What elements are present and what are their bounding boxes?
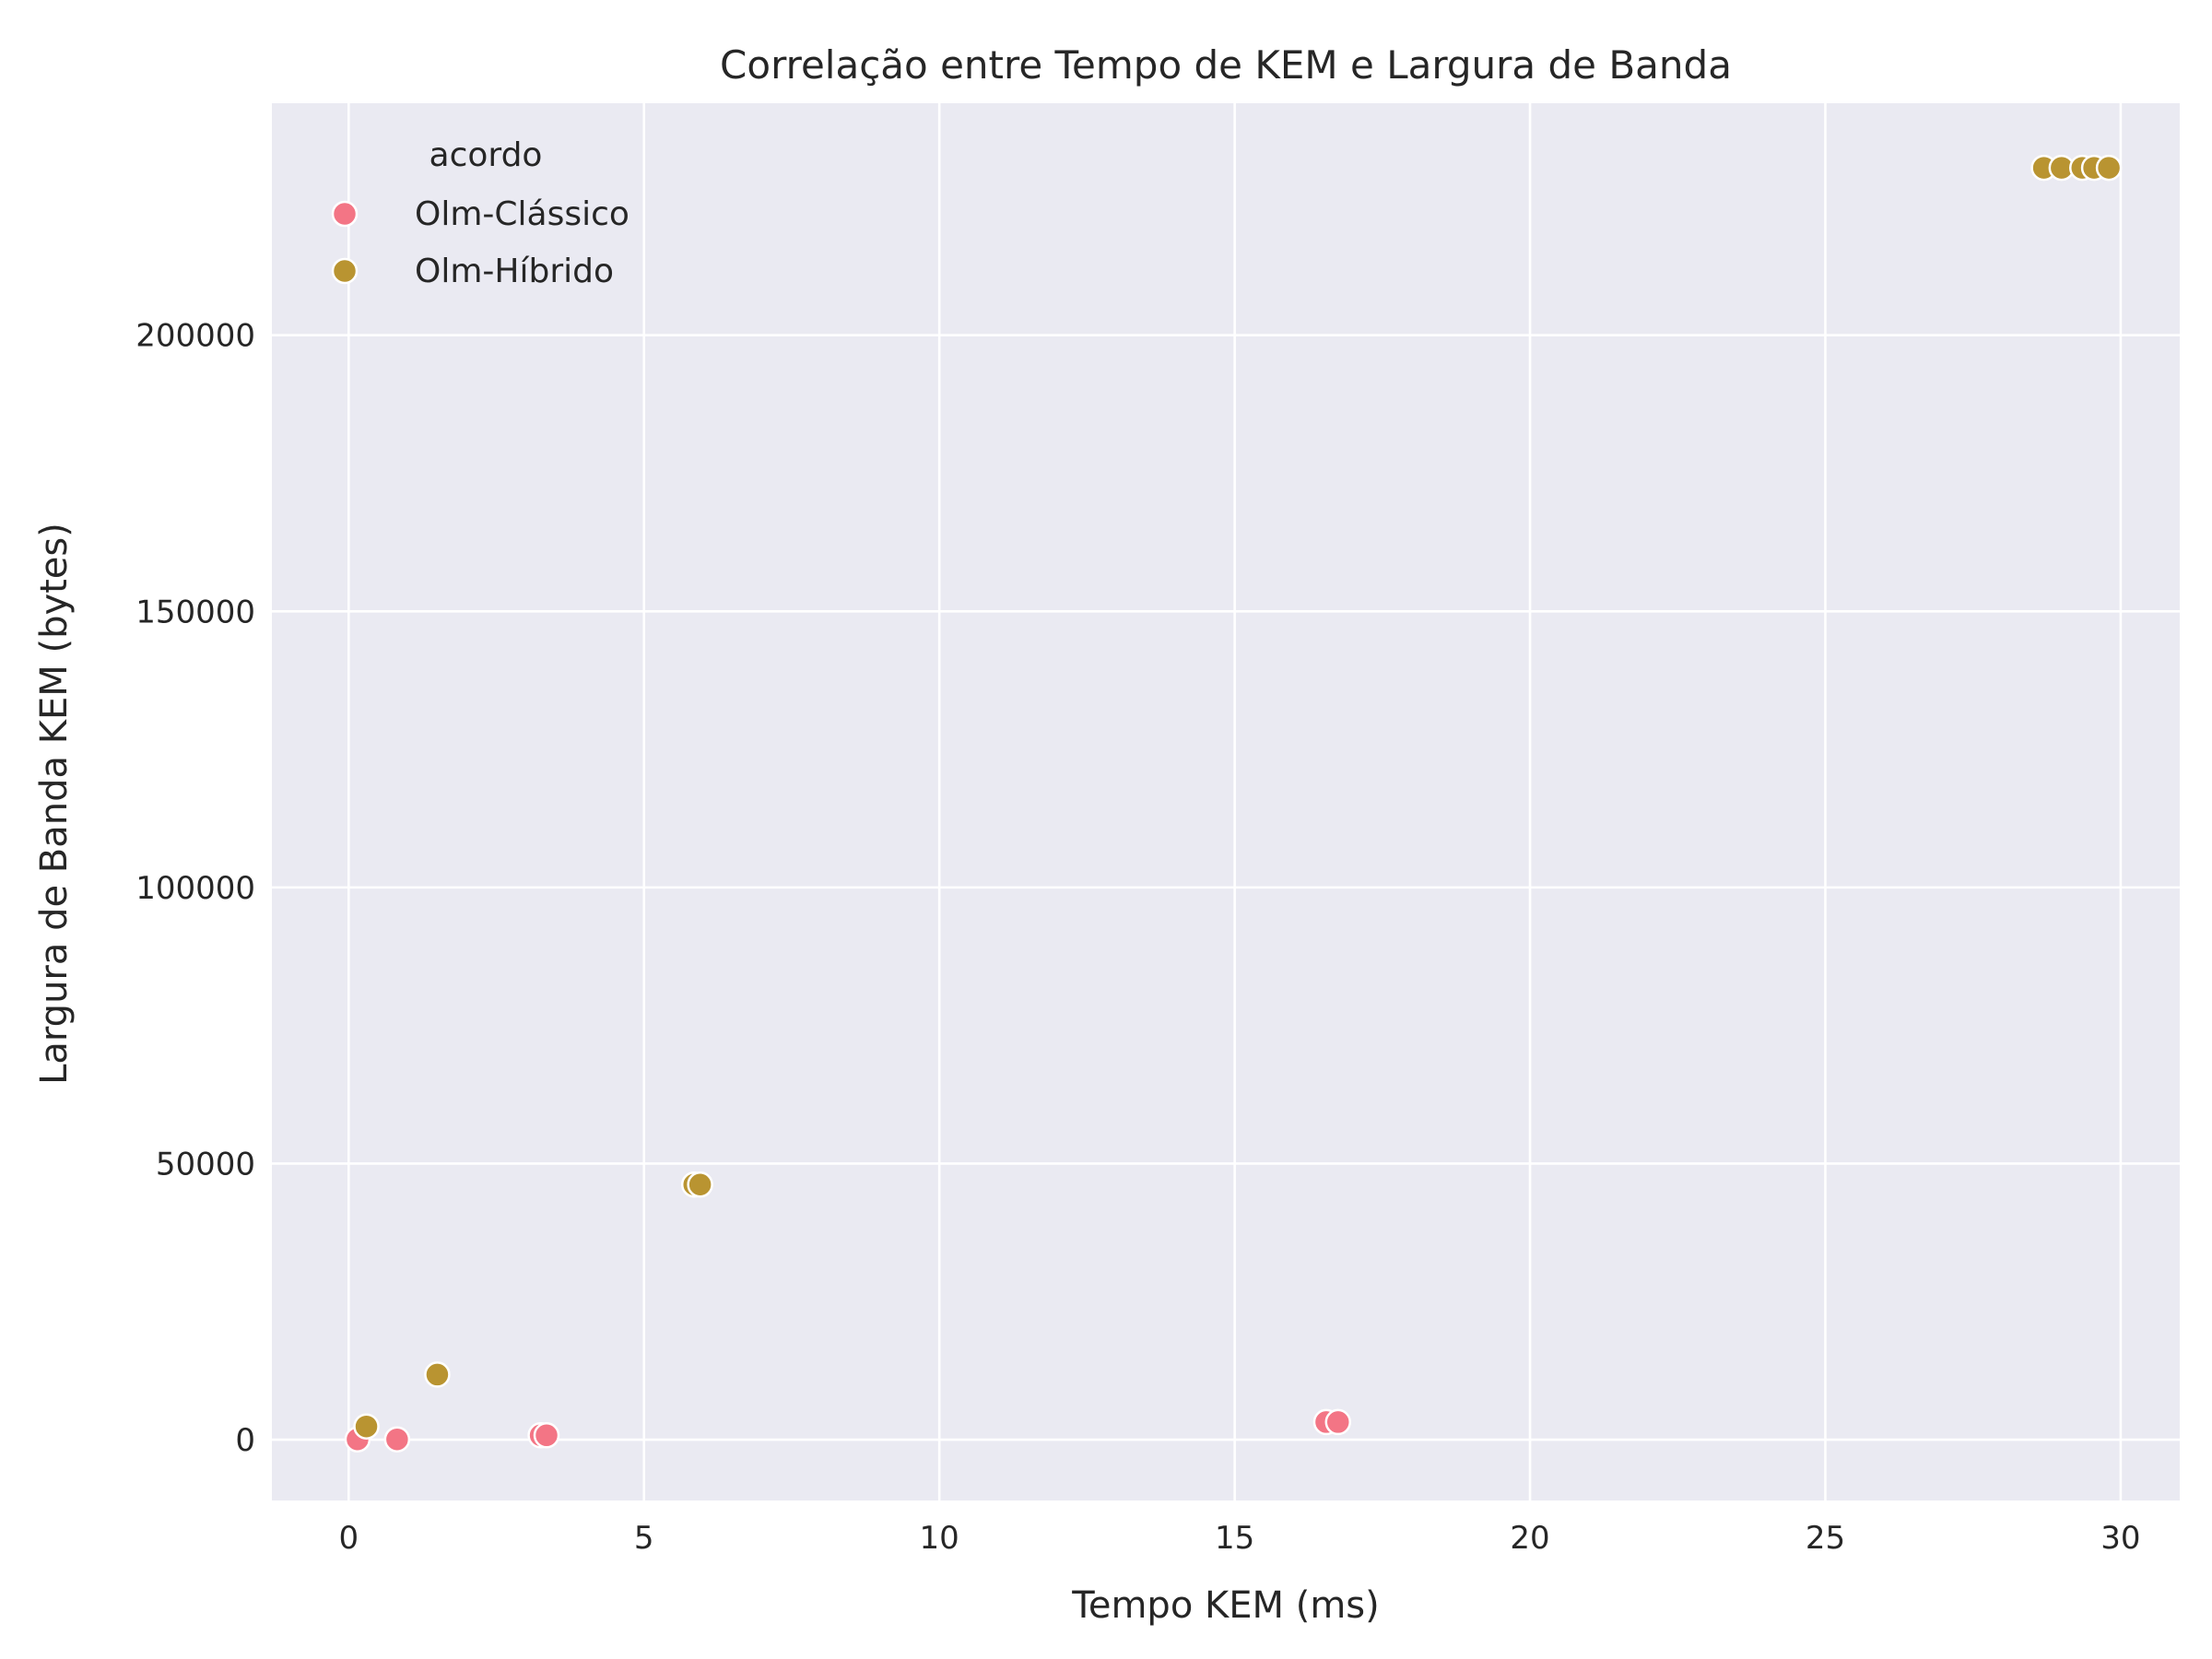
y-tick-label: 50000 [156, 1146, 255, 1182]
y-tick-label: 150000 [135, 594, 255, 630]
data-point-classico [533, 1422, 560, 1449]
legend-title: acordo [429, 136, 543, 174]
data-point-hibrido [687, 1171, 713, 1198]
x-tick-label: 0 [338, 1520, 359, 1557]
data-point-hibrido [424, 1361, 451, 1388]
legend-label: Olm-Híbrido [415, 253, 614, 290]
y-tick-label: 0 [235, 1422, 255, 1459]
grid [272, 103, 2180, 1500]
x-tick-label: 5 [634, 1520, 654, 1557]
data-point-hibrido [353, 1413, 380, 1440]
x-tick-label: 25 [1806, 1520, 1845, 1557]
data-point-classico [383, 1426, 411, 1453]
x-tick-label: 10 [920, 1520, 959, 1557]
chart-title: Correlação entre Tempo de KEM e Largura … [720, 42, 1732, 88]
legend-marker [331, 200, 359, 228]
y-tick-label: 100000 [135, 870, 255, 907]
x-axis-title: Tempo KEM (ms) [1071, 1584, 1380, 1627]
data-point-classico [1324, 1408, 1352, 1436]
y-axis-ticks: 0 50000 100000 150000 200000 [135, 318, 255, 1459]
x-tick-label: 15 [1215, 1520, 1254, 1557]
legend: acordo Olm-Clássico Olm-Híbrido [331, 136, 629, 290]
legend-marker [331, 257, 359, 285]
legend-label: Olm-Clássico [415, 195, 629, 233]
x-tick-label: 20 [1510, 1520, 1549, 1557]
y-tick-label: 200000 [135, 318, 255, 355]
plot-background [272, 103, 2180, 1500]
data-points [344, 154, 2123, 1453]
y-axis-title: Largura de Banda KEM (bytes) [33, 523, 76, 1085]
x-axis-ticks: 0 5 10 15 20 25 30 [338, 1520, 2140, 1557]
data-point-hibrido [2095, 154, 2123, 182]
x-tick-label: 30 [2100, 1520, 2140, 1557]
